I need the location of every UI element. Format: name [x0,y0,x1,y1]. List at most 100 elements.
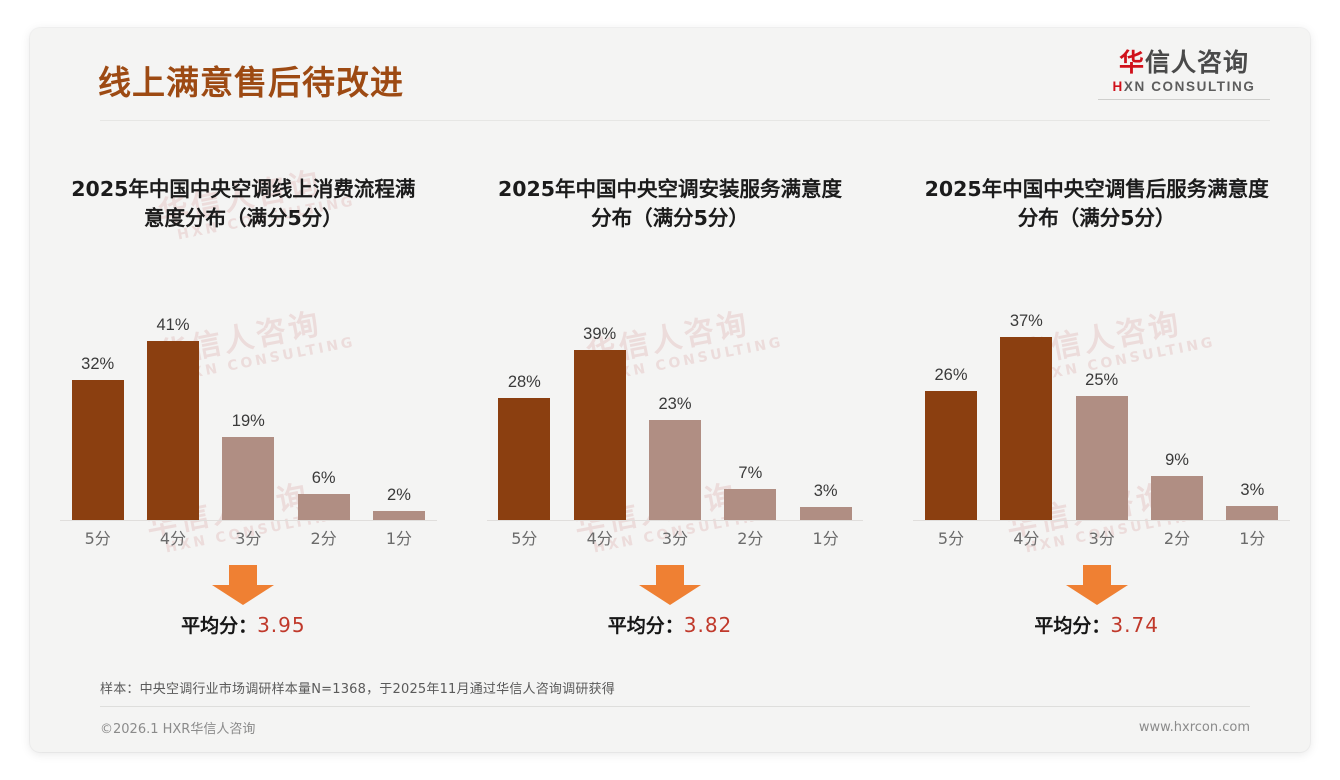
slide-card: 线上满意售后待改进 华信人咨询 HXN CONSULTING 华信人咨询 HXN… [30,28,1310,752]
bar-rect [1075,396,1128,520]
website-url[interactable]: www.hxrcon.com [1138,720,1250,735]
bar-rect [1000,337,1053,520]
average-score: 平均分：3.82 [457,611,884,638]
bar-rect [925,391,977,520]
x-tick: 2分 [737,529,764,548]
header-divider [100,120,1270,121]
bar-value-label: 41% [156,316,190,334]
x-tick: 3分 [235,529,262,548]
bar-rect [1226,506,1279,520]
chart-title: 2025年中国中央空调线上消费流程满意度分布（满分5分） [71,177,416,231]
bar-value-label: 32% [81,355,115,373]
logo-en-rest: XN CONSULTING [1123,79,1256,95]
x-axis-labels: 5分 4分 3分 2分 1分 [60,525,437,549]
logo-en-accent: H [1112,79,1124,95]
x-tick: 4分 [1013,529,1040,548]
bar-value-label: 26% [934,366,968,384]
down-arrow-icon [30,565,457,605]
bar-rect [724,489,777,520]
chart-title: 2025年中国中央空调售后服务满意度分布（满分5分） [924,177,1269,231]
bar-plot: 28% 39% 23% 7% [486,306,864,521]
x-tick: 4分 [586,529,613,548]
x-tick: 3分 [661,529,689,548]
bars-row: 26% 37% 25% 9% [913,306,1291,521]
bar-value-label: 28% [507,373,541,391]
bar-item[interactable]: 9% [1143,306,1211,520]
bar-rect [573,350,626,520]
logo-underline [1098,99,1270,101]
average-value: 3.82 [683,613,733,637]
chart-panel-online-process: 2025年中国中央空调线上消费流程满意度分布（满分5分） 32% 41% 19% [30,121,457,666]
bar-plot: 26% 37% 25% 9% [913,306,1291,521]
x-tick: 1分 [812,529,839,548]
bar-value-label: 3% [813,482,838,500]
bar-item[interactable]: 2% [365,306,433,520]
bar-value-label: 19% [231,412,265,430]
slide-header: 线上满意售后待改进 华信人咨询 HXN CONSULTING [30,28,1310,121]
x-tick: 4分 [159,529,187,548]
chart-panel-installation-service: 2025年中国中央空调安装服务满意度分布（满分5分） 28% 39% 23% [457,121,884,666]
chart-title: 2025年中国中央空调安装服务满意度分布（满分5分） [497,177,843,231]
bar-rect [799,507,852,520]
bars-row: 28% 39% 23% 7% [486,306,864,521]
bar-rect [648,420,701,520]
bar-item[interactable]: 6% [290,306,358,520]
copyright-text: ©2026.1 HXR华信人咨询 [100,722,256,737]
charts-container: 2025年中国中央空调线上消费流程满意度分布（满分5分） 32% 41% 19% [30,121,1310,666]
bar-rect [1150,476,1203,520]
bar-rect [222,437,275,520]
x-tick: 2分 [310,529,337,548]
average-value: 3.95 [257,613,306,637]
bar-rect [372,511,425,520]
average-score: 平均分：3.95 [30,611,457,638]
slide-footer: ©2026.1 HXR华信人咨询 www.hxrcon.com [100,718,1250,737]
bar-item[interactable]: 32% [64,306,132,520]
bar-item[interactable]: 7% [716,306,784,520]
bar-item[interactable]: 37% [992,306,1060,520]
bar-value-label: 6% [311,469,336,487]
bar-value-label: 9% [1165,451,1189,469]
chart-panel-aftersales-service: 2025年中国中央空调售后服务满意度分布（满分5分） 26% 37% 25% [883,121,1310,666]
x-tick: 5分 [84,529,111,548]
bar-rect [71,380,124,520]
bar-item[interactable]: 41% [139,306,207,520]
bar-item[interactable]: 3% [1218,306,1286,520]
bar-item[interactable]: 25% [1068,306,1136,520]
bars-row: 32% 41% 19% 6% [60,306,437,521]
bar-item[interactable]: 19% [214,306,282,520]
bar-value-label: 39% [583,325,617,343]
average-label: 平均分： [1034,615,1111,637]
x-tick: 5分 [511,529,538,548]
bar-item[interactable]: 28% [490,306,558,520]
bar-item[interactable]: 3% [792,306,860,520]
bar-value-label: 25% [1085,371,1119,389]
average-label: 平均分： [181,615,258,637]
average-label: 平均分： [607,615,684,637]
x-axis-labels: 5分 4分 3分 2分 1分 [913,525,1290,549]
bar-item[interactable]: 26% [917,306,985,520]
logo-chinese-rest: 信人咨询 [1145,48,1250,77]
x-tick: 1分 [385,529,413,548]
bar-item[interactable]: 39% [566,306,634,520]
source-footnote: 样本：中央空调行业市场调研样本量N=1368，于2025年11月通过华信人咨询调… [100,678,1250,707]
logo-english-text: HXN CONSULTING [1098,79,1270,94]
bar-rect [146,341,199,520]
company-logo: 华信人咨询 HXN CONSULTING [1098,48,1270,101]
bar-value-label: 37% [1009,312,1043,330]
bar-value-label: 3% [1240,481,1265,499]
x-tick: 1分 [1239,529,1266,548]
bar-value-label: 2% [387,486,411,504]
down-arrow-icon [883,565,1310,605]
bar-plot: 32% 41% 19% 6% [60,306,437,521]
logo-accent-char: 华 [1118,48,1145,77]
bar-item[interactable]: 23% [641,306,709,520]
x-tick: 2分 [1163,529,1191,548]
bar-value-label: 23% [658,395,692,413]
average-score: 平均分：3.74 [883,611,1310,638]
average-value: 3.74 [1110,613,1159,637]
logo-chinese-text: 华信人咨询 [1098,48,1270,77]
bar-rect [498,398,551,520]
x-tick: 3分 [1088,529,1115,548]
x-axis-labels: 5分 4分 3分 2分 1分 [487,525,864,549]
bar-rect [297,494,350,520]
